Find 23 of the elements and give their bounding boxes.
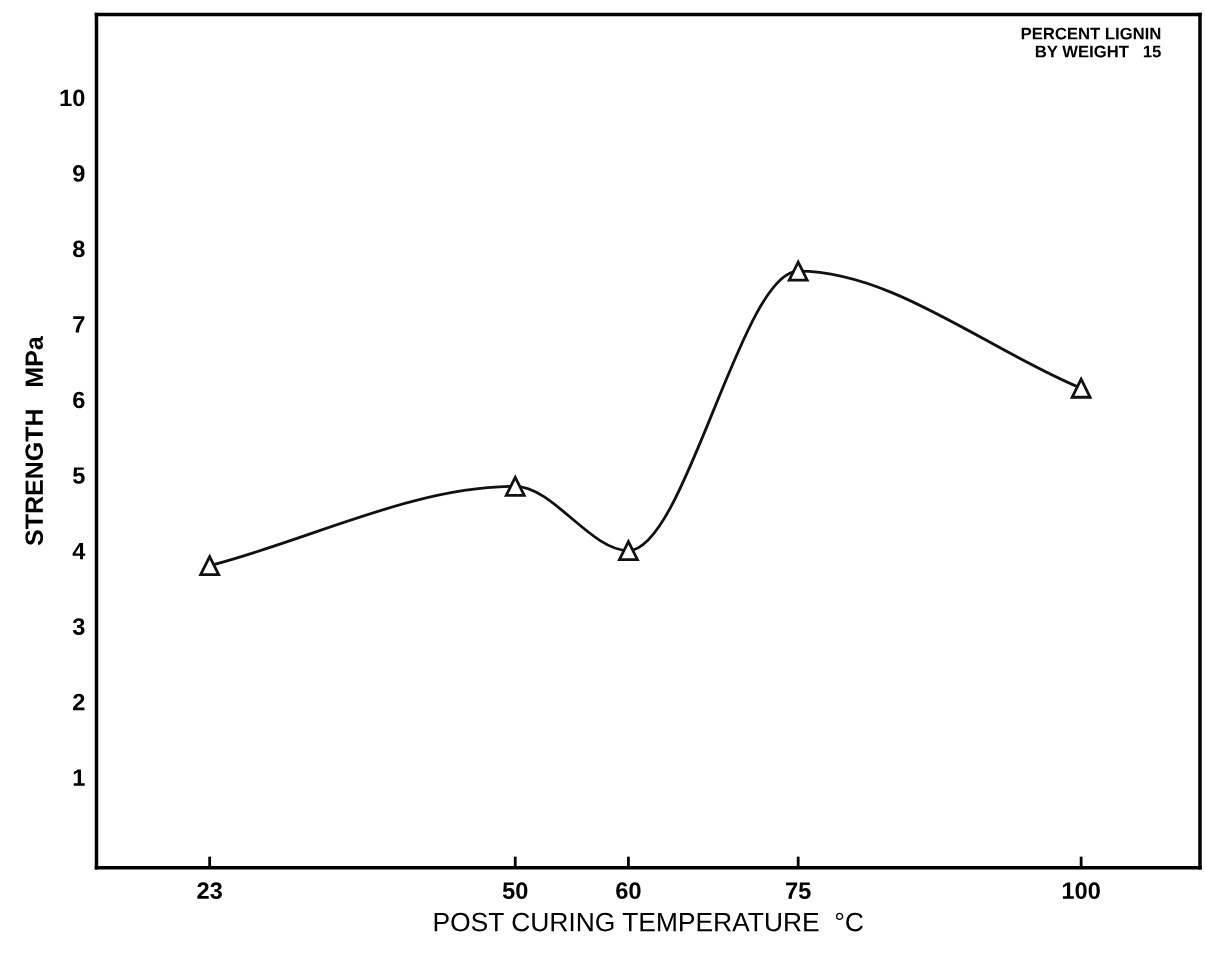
y-tick-label: 5 [72,467,85,484]
x-tick-label: 100 [1062,882,1100,900]
y-tick-label: 8 [72,240,85,258]
y-tick-label: 3 [72,618,85,635]
annotation: PERCENT LIGNIN BY WEIGHT 15 [1021,27,1161,58]
point [787,260,809,282]
point [1070,377,1092,399]
y-tick-label: 4 [72,542,86,560]
y-tick-label: 1 [73,769,85,786]
x-tick-label: 60 [616,882,641,900]
y-axis-title: STRENGTH MPa [25,336,44,546]
x-tick-label: 23 [197,882,222,900]
y-tick-label: 7 [73,316,85,333]
y-tick-label: 6 [73,391,85,409]
x-tick-label: 50 [502,882,528,900]
y-tick-label: 10 [60,89,85,107]
point [618,540,639,562]
y-tick-label: 9 [73,165,85,182]
x-axis-title: POST CURING TEMPERATURE °C [434,912,863,932]
point [504,475,526,497]
y-tick-label: 2 [73,693,85,711]
point [199,555,221,577]
x-tick-label: 75 [786,882,811,900]
